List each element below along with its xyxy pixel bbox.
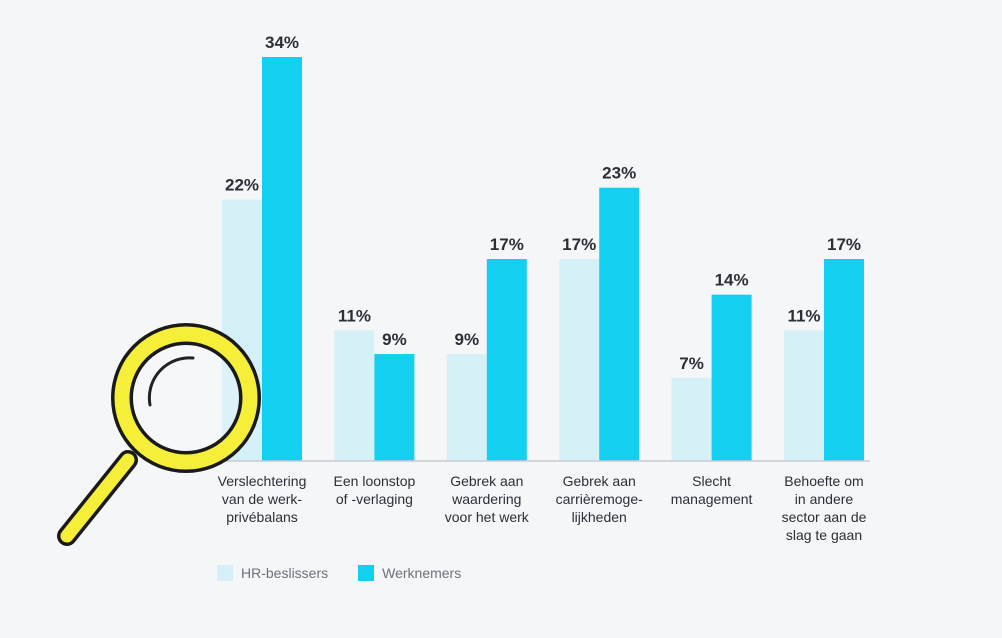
category-label-4-line-1: management xyxy=(671,491,753,507)
legend-item-werknemers: Werknemers xyxy=(358,565,461,581)
value-label-werknemers-3: 23% xyxy=(602,164,636,183)
legend-item-hr: HR-beslissers xyxy=(217,565,328,581)
category-label-2-line-0: Gebrek aan xyxy=(450,473,523,489)
bar-werknemers-5 xyxy=(824,259,864,461)
category-label-3-line-2: lijkheden xyxy=(572,509,627,525)
legend-swatch-werknemers xyxy=(358,565,375,581)
bar-werknemers-2 xyxy=(486,259,527,461)
value-label-hr-5: 11% xyxy=(787,306,820,325)
bar-werknemers-1 xyxy=(374,354,415,461)
category-label-2-line-1: waardering xyxy=(451,491,521,507)
value-label-hr-2: 9% xyxy=(455,330,480,349)
category-label-4-line-0: Slecht xyxy=(692,473,731,489)
category-label-1-line-0: Een loonstop xyxy=(334,473,416,489)
category-label-2-line-2: voor het werk xyxy=(445,509,530,525)
category-labels-group: Verslechtering van de werk-privébalans Een… xyxy=(218,473,867,543)
value-label-werknemers-2: 17% xyxy=(490,235,524,254)
category-label-0-line-2: privébalans xyxy=(226,509,298,525)
legend-label-hr: HR-beslissers xyxy=(241,565,329,581)
category-label-0-line-1: van de werk- xyxy=(222,491,302,507)
bar-werknemers-3 xyxy=(599,187,640,462)
bar-hr-5 xyxy=(784,330,824,461)
bar-hr-3 xyxy=(559,259,600,461)
bar-werknemers-0 xyxy=(262,57,302,461)
value-label-werknemers-5: 17% xyxy=(827,235,861,254)
category-label-5-line-0: Behoefte om xyxy=(784,473,863,489)
value-label-hr-4: 7% xyxy=(679,354,704,373)
value-labels-group: 22% 34% 11% 9% 9% 17% 17% 23% 7% 14% 11% 17% xyxy=(225,33,861,373)
value-label-hr-1: 11% xyxy=(338,306,371,325)
legend: HR-beslissers Werknemers xyxy=(217,565,491,581)
category-label-5-line-3: slag te gaan xyxy=(786,527,862,543)
legend-label-werknemers: Werknemers xyxy=(382,565,462,581)
bar-werknemers-4 xyxy=(711,294,752,461)
bar-hr-4 xyxy=(671,377,712,461)
value-label-werknemers-1: 9% xyxy=(382,330,407,349)
legend-swatch-hr xyxy=(217,565,233,581)
category-label-5-line-2: sector aan de xyxy=(782,509,867,525)
category-label-3-line-0: Gebrek aan xyxy=(563,473,636,489)
category-label-3-line-1: carrièremoge- xyxy=(556,491,643,507)
bar-hr-1 xyxy=(334,330,375,461)
value-label-hr-0: 22% xyxy=(225,176,259,195)
category-label-0-line-0: Verslechtering xyxy=(218,473,307,489)
category-label-1-line-1: of -verlaging xyxy=(336,491,413,507)
value-label-werknemers-4: 14% xyxy=(715,271,749,290)
category-label-5-line-1: in andere xyxy=(795,491,854,507)
value-label-werknemers-0: 34% xyxy=(265,33,299,52)
magnifier-icon xyxy=(57,323,261,546)
bar-hr-2 xyxy=(446,354,487,461)
value-label-hr-3: 17% xyxy=(562,235,596,254)
bars-group xyxy=(222,57,864,462)
